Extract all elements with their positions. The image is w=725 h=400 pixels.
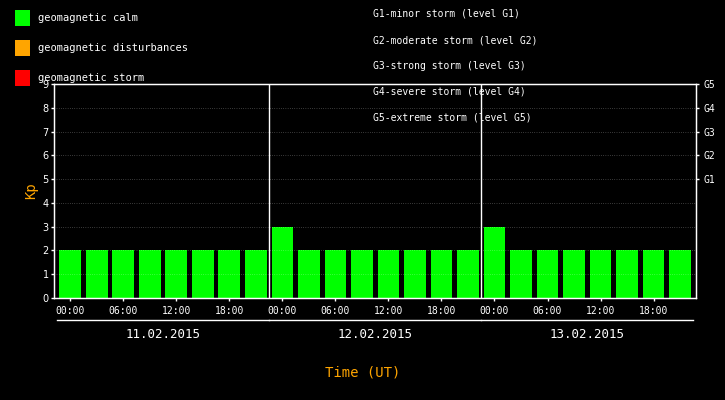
Bar [616, 250, 638, 298]
Text: 11.02.2015: 11.02.2015 [125, 328, 201, 340]
Bar [298, 250, 320, 298]
Bar [510, 250, 532, 298]
Bar [669, 250, 691, 298]
Bar [218, 250, 240, 298]
Bar [536, 250, 558, 298]
Bar [642, 250, 664, 298]
Bar [457, 250, 479, 298]
Bar [563, 250, 585, 298]
Bar [484, 227, 505, 298]
Text: 12.02.2015: 12.02.2015 [338, 328, 413, 340]
Bar [378, 250, 399, 298]
Text: G3-strong storm (level G3): G3-strong storm (level G3) [373, 61, 526, 71]
Text: geomagnetic storm: geomagnetic storm [38, 73, 144, 83]
Text: geomagnetic calm: geomagnetic calm [38, 13, 138, 23]
Y-axis label: Kp: Kp [25, 183, 38, 199]
Bar [192, 250, 214, 298]
Text: 13.02.2015: 13.02.2015 [550, 328, 625, 340]
Bar [404, 250, 426, 298]
Text: Time (UT): Time (UT) [325, 365, 400, 379]
Text: G1-minor storm (level G1): G1-minor storm (level G1) [373, 9, 521, 19]
Bar [325, 250, 347, 298]
Bar [272, 227, 293, 298]
Bar [165, 250, 187, 298]
Text: G2-moderate storm (level G2): G2-moderate storm (level G2) [373, 35, 538, 45]
Text: G4-severe storm (level G4): G4-severe storm (level G4) [373, 87, 526, 97]
Text: G5-extreme storm (level G5): G5-extreme storm (level G5) [373, 113, 532, 123]
Bar [59, 250, 81, 298]
Bar [351, 250, 373, 298]
Bar [245, 250, 267, 298]
Bar [589, 250, 611, 298]
Bar [86, 250, 108, 298]
Bar [431, 250, 452, 298]
Bar [139, 250, 161, 298]
Bar [112, 250, 134, 298]
Text: geomagnetic disturbances: geomagnetic disturbances [38, 43, 188, 53]
